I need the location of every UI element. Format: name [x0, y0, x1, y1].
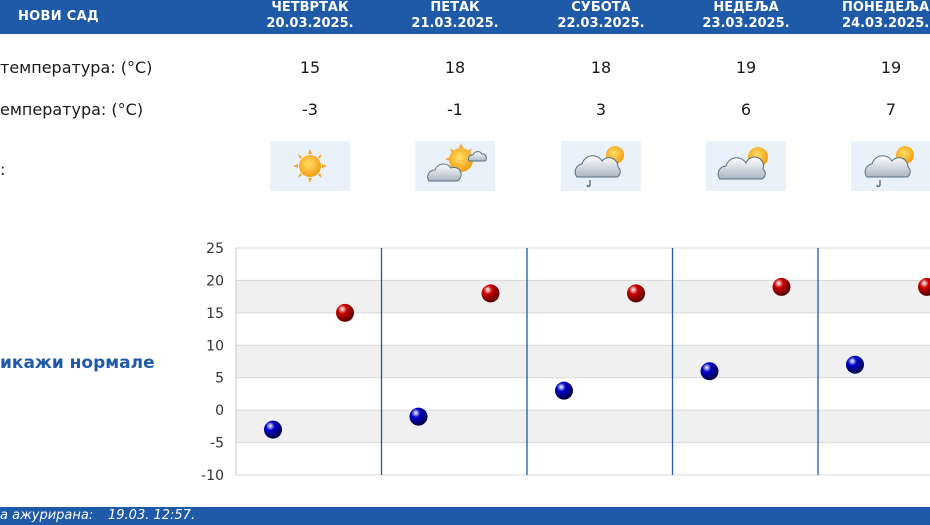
max-temp-point: [481, 284, 500, 303]
max-temp-point: [627, 284, 645, 303]
cloudy-drizzle-icon: [561, 141, 641, 191]
day-date: 20.03.2025.: [266, 16, 354, 31]
footer-bar: а ажурирана: 19.03. 12:57.: [0, 507, 930, 525]
max-temp-value: 18: [444, 58, 466, 77]
partly-cloudy-icon: [706, 141, 786, 191]
day-date: 21.03.2025.: [411, 16, 499, 31]
max-temp-value: 18: [590, 58, 612, 77]
update-label: а ажурирана:: [0, 508, 94, 523]
y-tick-label: 0: [215, 403, 224, 419]
max-temp-value: 19: [880, 58, 902, 77]
min-temp-point: [846, 355, 864, 374]
min-temp-label: емпература: (°C): [0, 100, 144, 119]
y-tick-label: 5: [215, 371, 224, 387]
min-temp-value: -3: [302, 100, 318, 119]
sunny-icon: [270, 141, 350, 191]
max-temp-point: [336, 303, 354, 322]
max-temp-point: [918, 277, 930, 296]
max-temp-value: 15: [299, 58, 321, 77]
day-name: НЕДЕЉА: [713, 0, 779, 15]
y-tick-label: -5: [210, 436, 224, 452]
y-tick-label: 15: [206, 306, 224, 322]
forecast-header: НОВИ САД ЧЕТВРТАК 20.03.2025. ПЕТАК 21.0…: [0, 0, 930, 34]
min-temp-value: -1: [447, 100, 463, 119]
y-tick-label: 20: [206, 273, 224, 289]
max-temp-label: температура: (°C): [0, 58, 153, 77]
min-temp-point: [700, 362, 719, 381]
day-column-4: НЕДЕЉА 23.03.2025.: [676, 0, 816, 32]
day-column-1: ЧЕТВРТАК 20.03.2025.: [240, 0, 380, 32]
min-temp-point: [409, 407, 428, 426]
day-column-2: ПЕТАК 21.03.2025.: [385, 0, 525, 32]
min-temp-value: 6: [740, 100, 752, 119]
location-title: НОВИ САД: [18, 9, 99, 24]
partly-cloudy-icon: [415, 141, 495, 191]
min-temp-value: 3: [595, 100, 607, 119]
max-temp-point: [772, 277, 791, 296]
max-temp-value: 19: [735, 58, 757, 77]
day-name: ПЕТАК: [430, 0, 480, 15]
min-temp-value: 7: [885, 100, 897, 119]
day-name: ПОНЕДЕЉАК: [842, 0, 930, 15]
day-name: СУБОТА: [571, 0, 631, 15]
grid-band: [236, 410, 930, 443]
day-column-3: СУБОТА 22.03.2025.: [531, 0, 671, 32]
day-name: ЧЕТВРТАК: [271, 0, 349, 15]
temperature-chart: 25 20 15 10 5 0 -5 -10: [201, 241, 930, 484]
show-normals-link[interactable]: икажи нормале: [0, 353, 155, 373]
day-date: 24.03.2025.: [842, 16, 930, 31]
y-tick-label: 10: [206, 338, 224, 354]
day-date: 22.03.2025.: [557, 16, 645, 31]
day-column-5: ПОНЕДЕЉАК 24.03.2025.: [812, 0, 930, 32]
min-temp-point: [264, 420, 282, 439]
cloudy-drizzle-icon: [851, 141, 930, 191]
weather-label: :: [0, 160, 6, 179]
min-temp-point: [555, 381, 573, 400]
y-tick-label: 25: [206, 241, 224, 257]
day-date: 23.03.2025.: [702, 16, 790, 31]
y-tick-label: -10: [201, 468, 224, 484]
grid-band: [236, 345, 930, 378]
update-datetime: 19.03. 12:57.: [108, 508, 196, 523]
